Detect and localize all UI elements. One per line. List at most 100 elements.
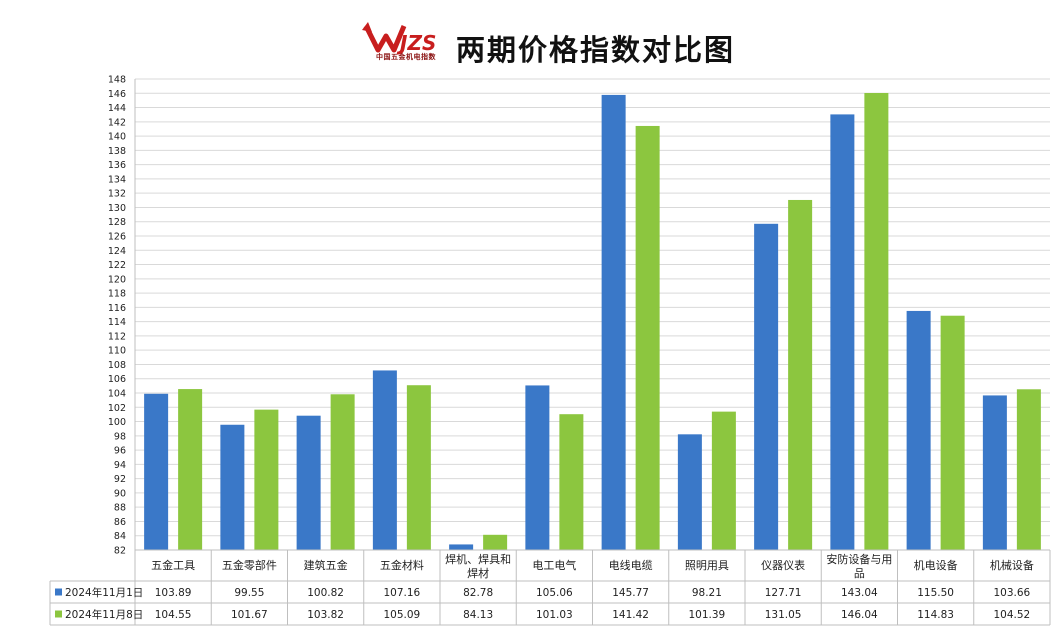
data-value-label: 115.50 [917, 587, 954, 599]
y-tick-label: 90 [114, 488, 126, 499]
data-value-label: 105.06 [536, 587, 573, 599]
category-label: 安防设备与用品 [826, 552, 892, 580]
data-value-label: 99.55 [234, 587, 264, 599]
data-value-label: 127.71 [765, 587, 802, 599]
bar-series1 [144, 393, 169, 550]
bar-series2 [788, 199, 813, 550]
category-label: 机电设备 [914, 558, 958, 572]
data-value-label: 107.16 [384, 587, 421, 599]
y-tick-label: 124 [108, 246, 126, 257]
y-tick-label: 102 [108, 403, 126, 414]
y-tick-label: 130 [108, 203, 126, 214]
category-label: 五金零部件 [222, 558, 277, 572]
category-label: 电线电缆 [609, 558, 653, 572]
bar-series1 [525, 385, 550, 550]
legend-swatch [55, 588, 62, 596]
y-tick-label: 144 [108, 103, 126, 114]
y-tick-label: 108 [108, 360, 126, 371]
data-table: 五金工具 五金零部件 建筑五金 五金材料 焊机、焊具和焊材 电工电气 电线电缆 照明用具 仪器仪… [49, 549, 1051, 626]
bar-series2 [559, 414, 584, 550]
chart-title: 两期价格指数对比图 [456, 33, 736, 67]
logo-caption: 中国五金机电指数 [376, 53, 436, 61]
y-tick-label: 138 [108, 146, 126, 157]
wjzs-logo: JZS [362, 22, 436, 55]
bar-series1 [677, 434, 702, 550]
bar-series1 [372, 370, 397, 550]
y-tick-label: 104 [108, 389, 126, 400]
y-axis-ticks: 82 84 86 88 90 92 94 96 98 100 102 104 106 108 110 112 1… [108, 75, 126, 557]
legend-swatch [55, 610, 62, 618]
data-value-label: 103.66 [994, 587, 1031, 599]
category-label: 焊机、焊具和焊材 [445, 552, 511, 580]
bar-series1 [601, 94, 626, 550]
y-tick-label: 86 [114, 517, 126, 528]
data-value-label: 101.03 [536, 609, 573, 621]
y-tick-label: 134 [108, 174, 126, 185]
bar-series2 [178, 389, 203, 550]
bar-series2 [406, 385, 431, 550]
bar-series2 [711, 411, 736, 550]
bar-series2 [483, 534, 508, 550]
svg-text:JZS: JZS [396, 31, 436, 55]
bar-series1 [906, 310, 931, 550]
y-tick-label: 106 [108, 374, 126, 385]
bar-series2 [254, 409, 279, 550]
y-tick-label: 96 [114, 446, 126, 457]
data-value-label: 114.83 [917, 609, 954, 621]
y-tick-label: 128 [108, 217, 126, 228]
y-tick-label: 148 [108, 75, 126, 86]
data-value-label: 101.39 [689, 609, 726, 621]
data-value-label: 101.67 [231, 609, 268, 621]
y-tick-label: 126 [108, 232, 126, 243]
data-value-label: 103.89 [155, 587, 192, 599]
category-label: 照明用具 [685, 559, 729, 572]
category-label: 五金材料 [380, 558, 424, 572]
y-tick-label: 110 [108, 346, 126, 357]
bar-series2 [1016, 389, 1041, 550]
bar-series2 [330, 394, 355, 550]
data-value-label: 105.09 [384, 609, 421, 621]
bar-series2 [864, 92, 889, 550]
data-value-label: 145.77 [612, 587, 649, 599]
bar-series1 [296, 415, 321, 550]
category-label: 仪器仪表 [761, 558, 805, 572]
bar-series1 [982, 395, 1007, 550]
category-label: 建筑五金 [304, 558, 348, 572]
data-value-label: 141.42 [612, 609, 649, 621]
data-value-label: 98.21 [692, 587, 722, 599]
y-tick-label: 82 [114, 546, 126, 557]
bar-series2 [940, 315, 965, 550]
y-tick-label: 88 [114, 503, 126, 514]
y-tick-label: 94 [114, 460, 126, 471]
data-value-label: 82.78 [463, 587, 493, 599]
data-value-label: 143.04 [841, 587, 878, 599]
bar-series1 [220, 424, 245, 550]
legend-label: 2024年11月1日 [65, 586, 143, 599]
y-tick-label: 120 [108, 274, 126, 285]
category-label: 机械设备 [990, 558, 1034, 572]
category-label: 五金工具 [151, 558, 195, 572]
bar-series1 [449, 544, 474, 550]
y-tick-label: 142 [108, 117, 126, 128]
y-tick-label: 114 [108, 317, 126, 328]
y-tick-label: 132 [108, 189, 126, 200]
category-label: 电工电气 [532, 558, 576, 572]
y-tick-label: 84 [114, 531, 126, 542]
y-tick-label: 100 [108, 417, 126, 428]
data-value-label: 104.55 [155, 609, 192, 621]
y-tick-label: 98 [114, 431, 126, 442]
data-value-label: 131.05 [765, 609, 802, 621]
y-tick-label: 112 [108, 331, 126, 342]
data-value-label: 100.82 [307, 587, 344, 599]
bar-series1 [830, 114, 855, 550]
data-value-label: 104.52 [994, 609, 1031, 621]
y-tick-label: 116 [108, 303, 126, 314]
grid-lines [134, 78, 1050, 551]
bars [144, 92, 1041, 550]
y-tick-label: 136 [108, 160, 126, 171]
y-tick-label: 122 [108, 260, 126, 271]
data-value-label: 84.13 [463, 609, 493, 621]
data-value-label: 146.04 [841, 609, 878, 621]
legend-label: 2024年11月8日 [65, 608, 143, 621]
bar-series1 [754, 223, 779, 550]
